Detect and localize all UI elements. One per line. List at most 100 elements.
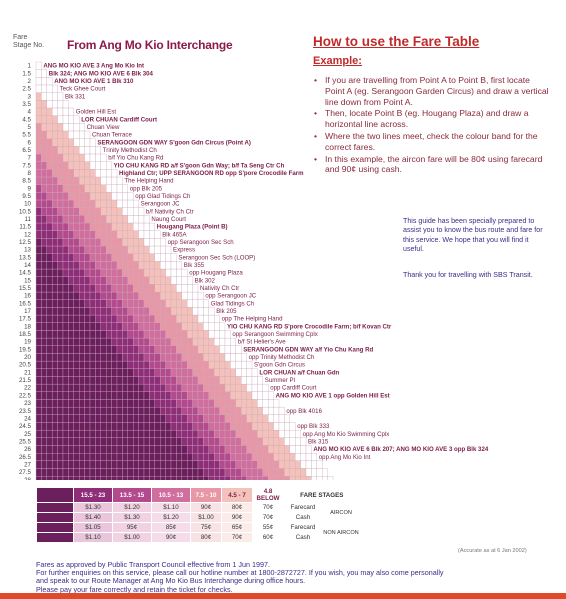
fare-grid-cell [138,476,145,480]
fare-grid-cell [35,422,42,431]
fare-grid-cell [203,368,209,377]
fare-grid-cell [187,337,193,346]
fare-grid-cell [68,115,74,124]
fare-grid-cell [41,376,47,385]
fare-grid-cell [257,383,263,392]
fare-grid-cell [62,460,69,469]
fare-grid-cell [165,345,172,354]
fare-grid-cell [73,284,80,293]
fare-grid-cell [95,468,101,477]
fare-grid-cell [111,268,118,277]
fare-grid-cell [95,422,101,431]
fare-grid-cell [268,452,274,462]
stop-label: opp Serangoon Sec Sch [168,239,234,246]
fare-grid-cell [95,360,101,369]
fare-grid-cell [192,429,199,439]
fare-grid-cell [133,276,139,285]
fare-grid-cell [230,368,236,377]
fare-grid-cell [122,399,128,408]
fare-grid-cell [165,406,172,415]
fare-grid-cell [116,284,123,293]
fare-grid-cell [127,330,134,339]
fare-grid-cell [57,92,64,101]
fare-grid-cell [95,307,101,316]
fare-grid-cell [100,207,107,216]
fare-grid-cell [116,268,123,277]
fare-grid-cell [62,146,69,155]
fare-grid-cell [95,452,101,462]
fare-grid-cell [52,284,58,293]
fare-grid-cell [84,314,91,323]
fare-grid-cell [111,360,118,369]
fare-grid-cell [133,437,139,446]
fare-grid-cell [181,376,188,385]
fare-cell: 60¢ [252,532,284,543]
fare-grid-cell [95,169,101,178]
fare-grid-cell [79,368,85,377]
fare-grid-cell [100,476,107,480]
fare-grid-cell [116,222,123,231]
fare-grid-cell [187,452,193,462]
fare-grid-cell [187,330,193,339]
fare-grid-cell [111,368,118,377]
fare-grid-cell [192,322,199,331]
fare-grid-cell [203,399,209,408]
stage-number: 19 [24,339,31,346]
fare-grid-cell [219,476,226,480]
fare-grid-cell [192,291,199,300]
fare-grid-cell [197,299,204,308]
fare-grid-cell [95,192,101,201]
fare-grid-cell [52,92,58,101]
fare-grid-cell [35,291,42,300]
fare-grid-cell [273,445,280,454]
stop-label: opp Blk 4016 [286,408,322,415]
fare-grid-cell [46,476,53,480]
fare-grid-cell [219,468,226,477]
fare-grid-cell [300,476,307,480]
fare-row: $1.40 $1.30 $1.20 $1.00 90¢ 70¢ Cash [36,512,360,523]
fare-grid-cell [79,215,85,224]
fare-grid-cell [41,169,47,178]
fare-grid-cell [138,337,145,346]
fare-grid-cell [197,291,204,300]
fare-grid-cell [73,460,80,469]
fare-grid-cell [41,460,47,469]
fare-grid-cell [251,460,258,469]
fare-grid-cell [100,452,107,462]
fare-grid-cell [170,322,177,331]
fare-grid-cell [62,445,69,454]
fare-grid-cell [187,468,193,477]
fare-grid-cell [68,291,74,300]
fare-grid-cell [106,253,112,262]
fare-grid-cell [41,476,47,480]
fare-grid-cell [41,146,47,155]
fare-grid-cell [122,253,128,262]
fare-grid-cell [197,376,204,385]
fare-grid-cell [41,383,47,392]
fare-grid-cell [41,207,47,216]
fare-grid-cell [127,253,134,262]
fare-grid-cell [230,468,236,477]
fare-grid-cell [106,199,112,208]
fare-grid-cell [133,215,139,224]
fare-grid-cell [230,414,236,423]
fare-grid-cell [89,291,96,300]
fare-grid-cell [170,468,177,477]
fare-grid-cell [68,399,74,408]
fare-grid-cell [84,445,91,454]
fare-grid-cell [46,314,53,323]
fare-grid-cell [208,360,215,369]
fare-grid-cell [305,460,312,469]
fare-cell [36,532,74,543]
fare-grid-cell [149,230,155,239]
fare-grid-cell [95,445,101,454]
fare-grid-cell [52,376,58,385]
fare-grid-cell [122,215,128,224]
fare-grid-cell [73,245,80,254]
stop-label: opp Trinity Methodist Ch [249,354,315,361]
fare-grid-cell [46,376,53,385]
fare-grid-cell [165,322,172,331]
fare-grid-cell [52,429,58,439]
fare-grid-cell [57,184,64,193]
stage-number: 18 [24,323,31,330]
